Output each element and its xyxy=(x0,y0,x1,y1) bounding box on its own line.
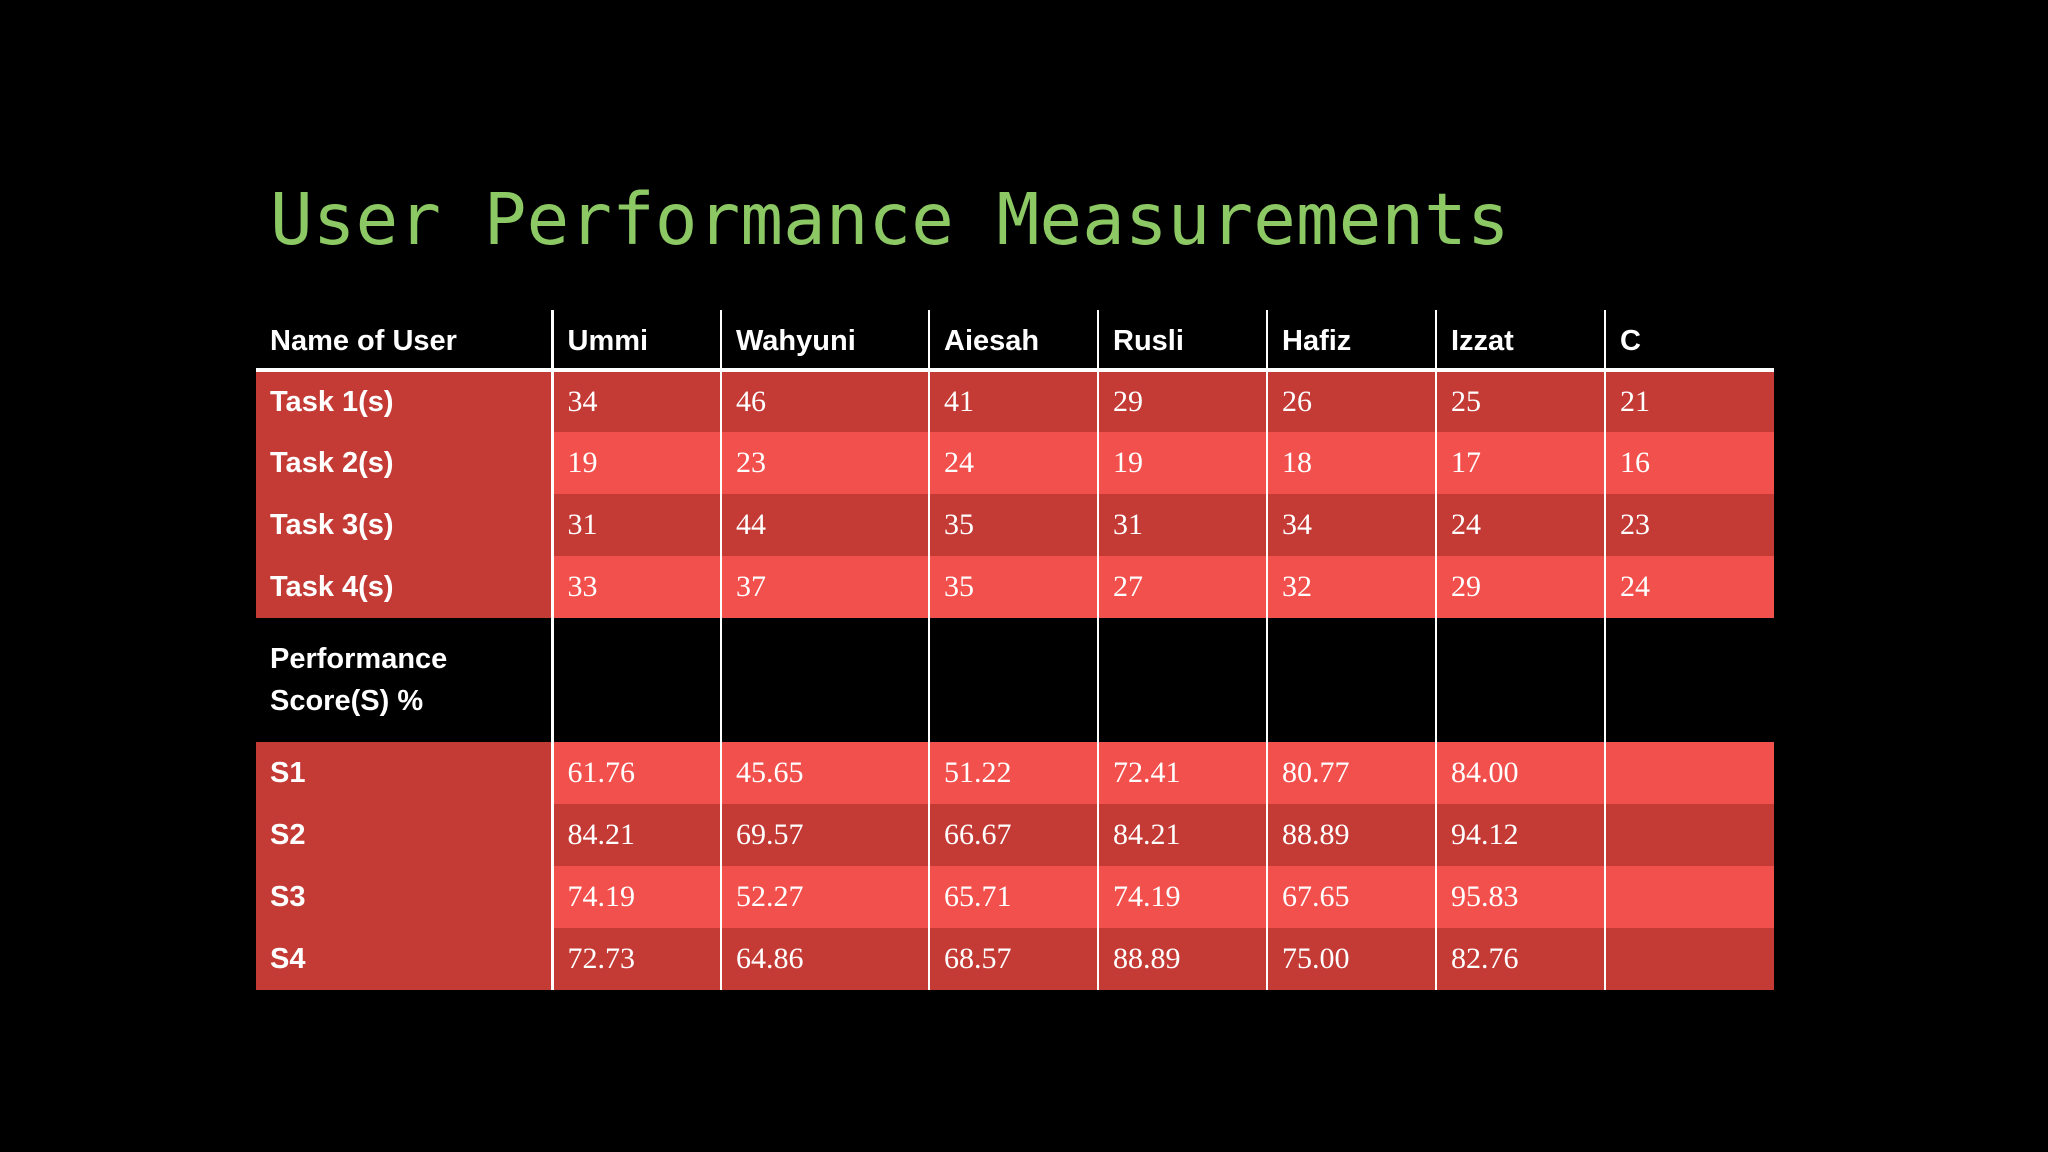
task-row: Task 4(s) 33 37 35 27 32 29 24 xyxy=(256,556,1774,618)
task-time-cell: 29 xyxy=(1435,556,1605,618)
score-row: S3 74.19 52.27 65.71 74.19 67.65 95.83 xyxy=(256,866,1774,928)
section-header-row: Performance Score(S) % xyxy=(256,618,1774,742)
user-name-header: C xyxy=(1604,310,1774,372)
score-row-label: S4 xyxy=(256,928,552,990)
score-cell: 74.19 xyxy=(550,866,721,928)
task-time-cell: 24 xyxy=(1604,556,1774,618)
score-cell: 68.57 xyxy=(928,928,1098,990)
score-cell xyxy=(1604,804,1774,866)
score-cell: 84.21 xyxy=(1097,804,1267,866)
task-row-label: Task 4(s) xyxy=(256,556,552,618)
score-row-label: S3 xyxy=(256,866,552,928)
task-time-cell: 18 xyxy=(1266,432,1436,494)
task-time-cell: 46 xyxy=(720,370,929,432)
header-label-cell: Name of User xyxy=(256,310,552,372)
task-row: Task 3(s) 31 44 35 31 34 24 23 xyxy=(256,494,1774,556)
task-time-cell: 34 xyxy=(550,370,721,432)
task-time-cell: 37 xyxy=(720,556,929,618)
task-row-label: Task 3(s) xyxy=(256,494,552,556)
task-time-cell: 34 xyxy=(1266,494,1436,556)
task-row-label: Task 1(s) xyxy=(256,370,552,432)
task-row: Task 2(s) 19 23 24 19 18 17 16 xyxy=(256,432,1774,494)
empty-cell xyxy=(1435,618,1605,742)
task-time-cell: 24 xyxy=(1435,494,1605,556)
score-cell: 45.65 xyxy=(720,742,929,804)
task-row-label: Task 2(s) xyxy=(256,432,552,494)
user-name-header: Wahyuni xyxy=(720,310,929,372)
task-time-cell: 33 xyxy=(550,556,721,618)
empty-cell xyxy=(720,618,929,742)
score-cell: 51.22 xyxy=(928,742,1098,804)
score-cell: 52.27 xyxy=(720,866,929,928)
section-label-line: Performance xyxy=(270,643,448,675)
task-time-cell: 27 xyxy=(1097,556,1267,618)
page-title: User Performance Measurements xyxy=(270,178,1510,261)
empty-cell xyxy=(928,618,1098,742)
table-header-row: Name of User Ummi Wahyuni Aiesah Rusli H… xyxy=(256,310,1774,372)
task-time-cell: 41 xyxy=(928,370,1098,432)
score-row-label: S1 xyxy=(256,742,552,804)
score-cell: 75.00 xyxy=(1266,928,1436,990)
task-time-cell: 35 xyxy=(928,494,1098,556)
task-time-cell: 19 xyxy=(1097,432,1267,494)
score-cell: 69.57 xyxy=(720,804,929,866)
score-cell: 74.19 xyxy=(1097,866,1267,928)
task-time-cell: 25 xyxy=(1435,370,1605,432)
score-cell: 94.12 xyxy=(1435,804,1605,866)
task-time-cell: 21 xyxy=(1604,370,1774,432)
score-cell: 64.86 xyxy=(720,928,929,990)
user-name-header: Aiesah xyxy=(928,310,1098,372)
task-time-cell: 24 xyxy=(928,432,1098,494)
performance-table: Name of User Ummi Wahyuni Aiesah Rusli H… xyxy=(256,310,1774,990)
score-cell: 80.77 xyxy=(1266,742,1436,804)
task-time-cell: 35 xyxy=(928,556,1098,618)
section-label-line: Score(S) % xyxy=(270,685,424,717)
task-time-cell: 23 xyxy=(1604,494,1774,556)
score-cell: 72.41 xyxy=(1097,742,1267,804)
score-cell: 65.71 xyxy=(928,866,1098,928)
task-time-cell: 17 xyxy=(1435,432,1605,494)
score-row-label: S2 xyxy=(256,804,552,866)
empty-cell xyxy=(1097,618,1267,742)
task-time-cell: 29 xyxy=(1097,370,1267,432)
user-name-header: Rusli xyxy=(1097,310,1267,372)
task-time-cell: 31 xyxy=(550,494,721,556)
score-cell: 82.76 xyxy=(1435,928,1605,990)
section-label: Performance Score(S) % xyxy=(256,618,552,742)
user-name-header: Izzat xyxy=(1435,310,1605,372)
score-cell xyxy=(1604,928,1774,990)
user-name-header: Ummi xyxy=(550,310,721,372)
score-cell xyxy=(1604,866,1774,928)
score-cell: 88.89 xyxy=(1097,928,1267,990)
user-name-header: Hafiz xyxy=(1266,310,1436,372)
score-cell: 88.89 xyxy=(1266,804,1436,866)
score-row: S1 61.76 45.65 51.22 72.41 80.77 84.00 xyxy=(256,742,1774,804)
task-row: Task 1(s) 34 46 41 29 26 25 21 xyxy=(256,370,1774,432)
score-cell xyxy=(1604,742,1774,804)
task-time-cell: 31 xyxy=(1097,494,1267,556)
score-cell: 61.76 xyxy=(550,742,721,804)
empty-cell xyxy=(1266,618,1436,742)
task-time-cell: 32 xyxy=(1266,556,1436,618)
task-time-cell: 44 xyxy=(720,494,929,556)
task-time-cell: 16 xyxy=(1604,432,1774,494)
task-time-cell: 19 xyxy=(550,432,721,494)
score-cell: 84.00 xyxy=(1435,742,1605,804)
empty-cell xyxy=(1604,618,1774,742)
score-cell: 84.21 xyxy=(550,804,721,866)
score-row: S2 84.21 69.57 66.67 84.21 88.89 94.12 xyxy=(256,804,1774,866)
empty-cell xyxy=(550,618,721,742)
task-time-cell: 23 xyxy=(720,432,929,494)
score-row: S4 72.73 64.86 68.57 88.89 75.00 82.76 xyxy=(256,928,1774,990)
score-cell: 67.65 xyxy=(1266,866,1436,928)
score-cell: 72.73 xyxy=(550,928,721,990)
score-cell: 66.67 xyxy=(928,804,1098,866)
task-time-cell: 26 xyxy=(1266,370,1436,432)
score-cell: 95.83 xyxy=(1435,866,1605,928)
